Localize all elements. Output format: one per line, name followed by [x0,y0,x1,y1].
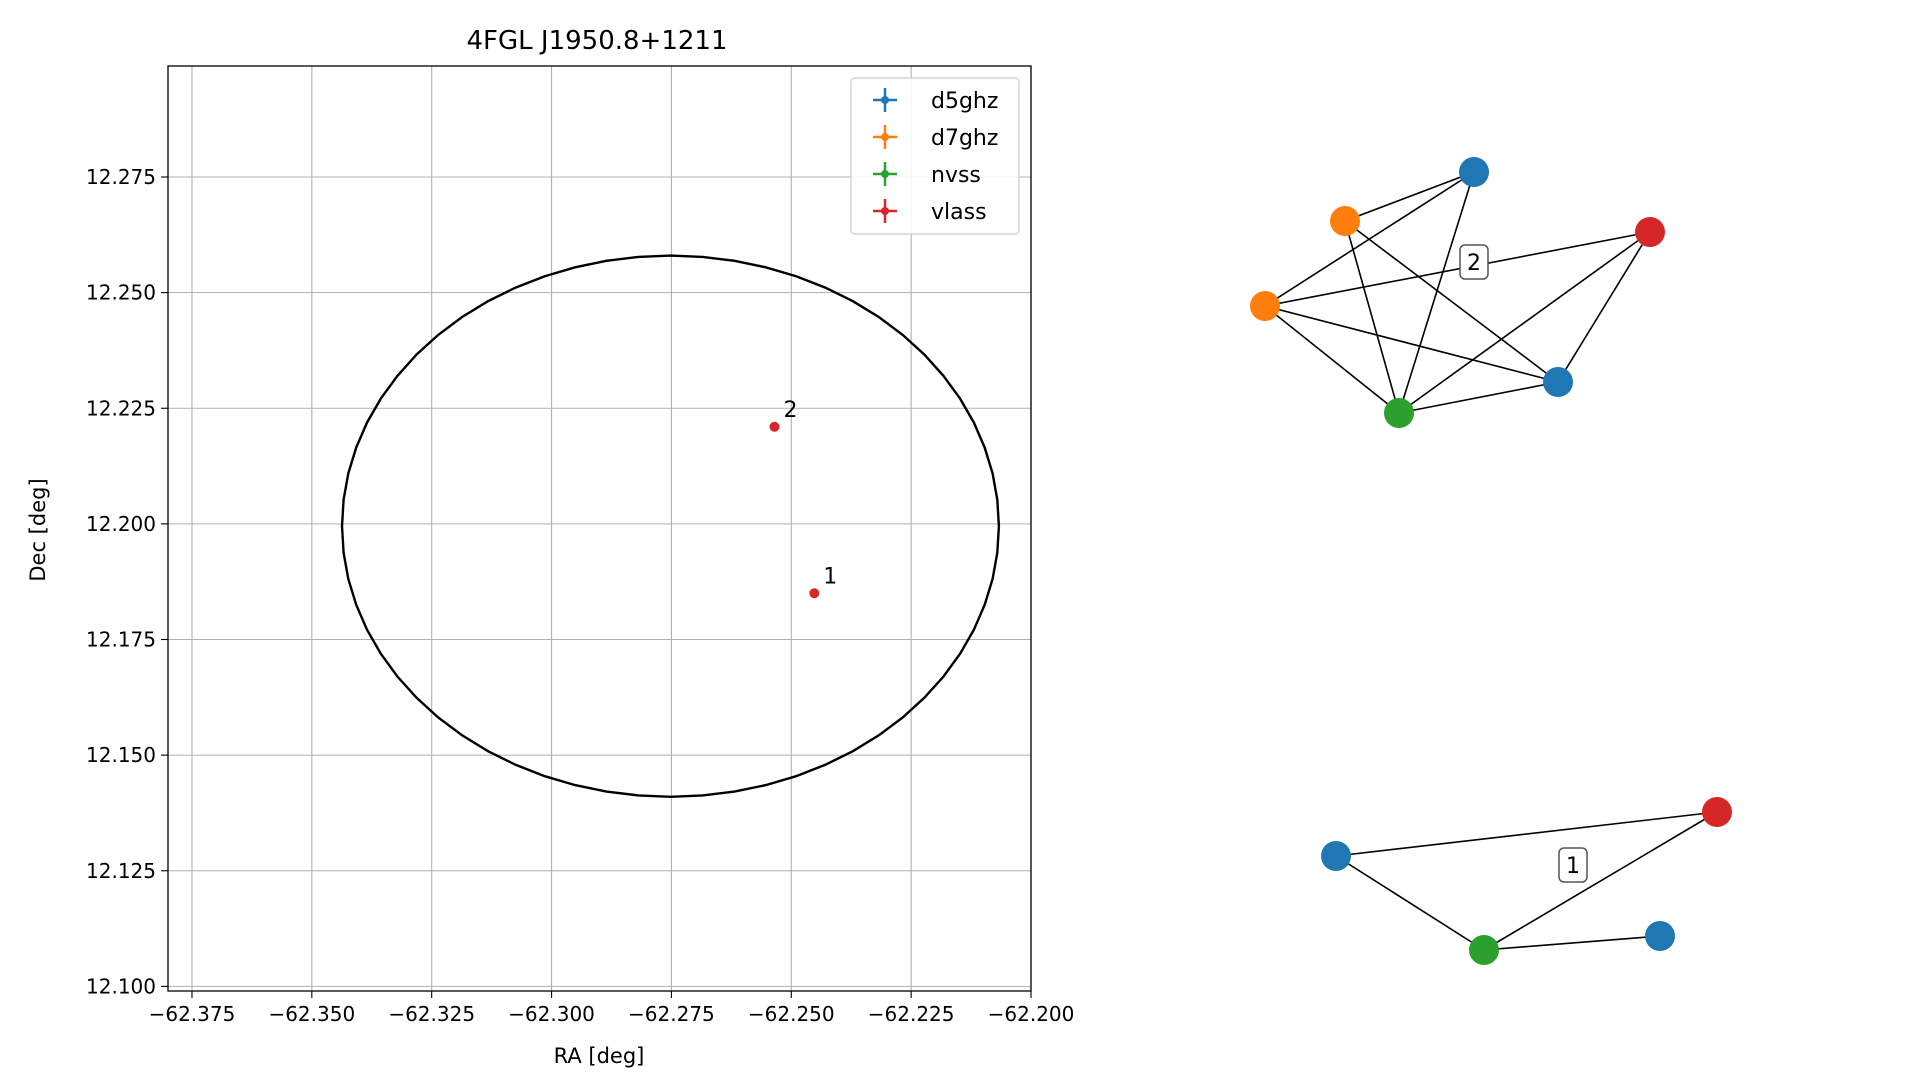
x-tick-label: −62.200 [988,1002,1075,1026]
graph-label-box [1558,847,1588,883]
graph-edge [1557,231,1651,383]
y-axis-label: Dec [deg] [26,478,50,581]
graph-node [1645,921,1675,951]
graph-edge [1398,231,1651,414]
x-tick-label: −62.275 [628,1002,715,1026]
ellipse-layer [340,254,1001,799]
graph-node [1321,841,1351,871]
legend-box [850,77,1020,235]
graph-edge [1264,305,1559,383]
point-annotation: 1 [823,564,837,589]
y-tick-label: 12.200 [86,512,156,536]
data-points: 21 [769,398,837,599]
legend-marker-dot [881,96,889,104]
graph-edge [1344,220,1559,383]
graph-node [1250,291,1280,321]
legend-label: vlass [931,200,987,225]
data-point [769,421,780,432]
y-tick-label: 12.250 [86,281,156,305]
point-annotation: 2 [783,398,797,423]
match-graph: 2 [1250,157,1665,428]
x-tick-label: −62.225 [868,1002,955,1026]
legend-marker-dot [881,133,889,141]
y-tick-label: 12.275 [86,165,156,189]
graph-edge [1264,305,1400,414]
x-tick-label: −62.300 [508,1002,595,1026]
x-axis-label: RA [deg] [554,1044,645,1068]
y-tick-label: 12.150 [86,743,156,767]
graph-edge [1335,855,1485,951]
graph-label: 2 [1467,251,1481,276]
y-tick-label: 12.175 [86,628,156,652]
graph-edge [1344,171,1475,222]
error-ellipse [340,254,1001,799]
graph-edge [1335,811,1718,857]
graph-node [1384,398,1414,428]
match-graph: 1 [1321,797,1732,965]
graph-label-box [1459,244,1489,280]
chart-title: 4FGL J1950.8+1211 [467,26,728,56]
graph-node [1702,797,1732,827]
graph-label: 1 [1566,854,1580,879]
legend: d5ghz d7ghz nvss vlass [850,77,1020,235]
sky-plot: 4FGL J1950.8+1211 21 −62.375 −62.350 −62.3… [26,26,1074,1068]
legend-label: nvss [931,163,981,188]
y-tick-label: 12.225 [86,396,156,420]
grid [168,66,1032,991]
graph-node [1330,206,1360,236]
plot-frame [167,65,1032,992]
legend-label: d5ghz [931,89,998,114]
legend-marker-dot [881,170,889,178]
axis-ticks: −62.375 −62.350 −62.325 −62.300 −62.275 −62.2… [86,165,1074,1026]
data-point [809,588,820,599]
graph-node [1459,157,1489,187]
graph-node [1543,367,1573,397]
legend-label: d7ghz [931,126,998,151]
graph-node [1635,217,1665,247]
graph-edge [1483,935,1661,951]
graph-node [1469,935,1499,965]
graph-edge [1344,220,1400,414]
x-tick-label: −62.375 [149,1002,236,1026]
y-tick-label: 12.125 [86,859,156,883]
y-tick-label: 12.100 [86,974,156,998]
match-graphs: 21 [1250,157,1732,965]
x-tick-label: −62.350 [268,1002,355,1026]
graph-edge [1398,381,1559,414]
legend-marker-dot [881,207,889,215]
x-tick-label: −62.250 [748,1002,835,1026]
x-tick-label: −62.325 [388,1002,475,1026]
graph-edge [1264,231,1651,307]
graph-edge [1483,811,1718,951]
graph-edge [1398,171,1475,414]
